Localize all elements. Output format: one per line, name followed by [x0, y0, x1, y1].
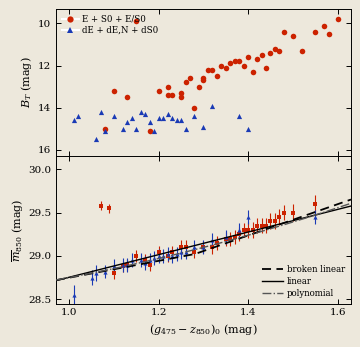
Y-axis label: $B_T$ (mag): $B_T$ (mag)	[18, 57, 33, 108]
Point	[281, 29, 287, 35]
Point	[201, 124, 206, 129]
Point	[156, 116, 162, 121]
X-axis label: $(g_{475}-z_{850})_0$ (mag): $(g_{475}-z_{850})_0$ (mag)	[149, 322, 258, 337]
Point	[142, 111, 148, 117]
Point	[276, 48, 282, 53]
Legend: E + S0 + E/S0, dE + dE,N + dS0: E + S0 + E/S0, dE + dE,N + dS0	[59, 12, 161, 37]
Point	[178, 90, 184, 96]
Point	[250, 69, 256, 75]
Point	[178, 94, 184, 100]
Point	[192, 113, 197, 119]
Point	[160, 116, 166, 121]
Point	[263, 65, 269, 70]
Point	[205, 67, 211, 73]
Point	[165, 92, 171, 98]
Point	[75, 113, 81, 119]
Point	[326, 31, 332, 37]
Point	[290, 33, 296, 39]
Point	[267, 50, 273, 56]
Point	[245, 126, 251, 132]
Point	[102, 126, 108, 132]
Point	[201, 77, 206, 83]
Y-axis label: $\overline{m}_{850}$ (mag): $\overline{m}_{850}$ (mag)	[10, 198, 25, 262]
Point	[210, 67, 215, 73]
Point	[183, 126, 188, 132]
Point	[299, 48, 305, 53]
Point	[102, 128, 108, 134]
Point	[178, 118, 184, 123]
Point	[236, 113, 242, 119]
Point	[169, 92, 175, 98]
Point	[321, 23, 327, 28]
Point	[335, 16, 341, 22]
Point	[219, 63, 224, 68]
Point	[245, 54, 251, 60]
Point	[214, 73, 220, 79]
Point	[223, 65, 229, 70]
Point	[125, 94, 130, 100]
Point	[151, 128, 157, 134]
Point	[272, 46, 278, 51]
Point	[71, 118, 77, 123]
Point	[111, 88, 117, 94]
Point	[201, 75, 206, 81]
Point	[134, 126, 139, 132]
Legend: broken linear, linear, polynomial: broken linear, linear, polynomial	[259, 263, 347, 300]
Point	[138, 109, 144, 115]
Point	[236, 59, 242, 64]
Point	[147, 120, 153, 125]
Point	[147, 128, 153, 134]
Point	[165, 84, 171, 90]
Point	[254, 57, 260, 62]
Point	[312, 29, 318, 35]
Point	[125, 120, 130, 125]
Point	[210, 103, 215, 108]
Point	[232, 59, 238, 64]
Point	[259, 52, 265, 58]
Point	[169, 116, 175, 121]
Point	[165, 111, 171, 117]
Point	[241, 63, 247, 68]
Point	[129, 116, 135, 121]
Point	[111, 113, 117, 119]
Point	[93, 136, 99, 142]
Point	[192, 105, 197, 110]
Point	[187, 75, 193, 81]
Point	[156, 88, 162, 94]
Point	[228, 61, 233, 66]
Point	[183, 79, 188, 85]
Point	[120, 126, 126, 132]
Point	[196, 84, 202, 90]
Point	[174, 118, 179, 123]
Point	[98, 109, 103, 115]
Point	[134, 18, 139, 24]
